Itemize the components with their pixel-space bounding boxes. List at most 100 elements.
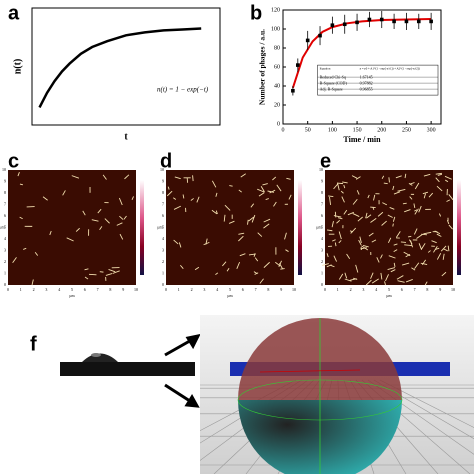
phage bbox=[112, 270, 120, 274]
x-tick-label: 10 bbox=[451, 287, 455, 292]
phage bbox=[19, 216, 23, 220]
y-tick-label: 3 bbox=[4, 247, 6, 252]
point bbox=[355, 20, 359, 25]
phage bbox=[116, 222, 123, 226]
phage bbox=[373, 194, 376, 201]
colorbar bbox=[140, 180, 144, 275]
phage bbox=[341, 196, 345, 203]
phage bbox=[263, 261, 270, 268]
x-tick-label: 0 bbox=[324, 287, 326, 292]
phage bbox=[97, 208, 102, 214]
y-axis-unit: μm bbox=[157, 224, 163, 229]
phage bbox=[365, 212, 368, 219]
panel-label: b bbox=[250, 2, 262, 24]
x-tick-label: 0 bbox=[282, 127, 285, 133]
y-axis-unit: μm bbox=[316, 224, 322, 229]
phage bbox=[421, 259, 427, 266]
phage bbox=[387, 237, 392, 244]
x-tick-label: 3 bbox=[203, 287, 205, 292]
phage bbox=[105, 273, 113, 276]
x-tick-label: 100 bbox=[328, 127, 337, 133]
table-cell: Equation bbox=[320, 66, 331, 70]
phage bbox=[392, 185, 395, 191]
y-tick-label: 2 bbox=[321, 259, 323, 264]
y-tick-label: 10 bbox=[319, 167, 323, 172]
phage bbox=[118, 197, 123, 206]
phage bbox=[393, 243, 398, 246]
phage bbox=[12, 257, 17, 263]
phage bbox=[91, 219, 99, 222]
x-tick-label: 9 bbox=[122, 287, 124, 292]
phage bbox=[328, 195, 334, 198]
y-tick-label: 4 bbox=[162, 236, 164, 241]
phage bbox=[446, 199, 451, 202]
phage bbox=[269, 189, 276, 194]
panel-label: e bbox=[320, 150, 331, 172]
phage bbox=[239, 253, 246, 257]
phage bbox=[441, 271, 447, 277]
phage bbox=[215, 192, 218, 197]
phage bbox=[240, 173, 246, 178]
x-tick-label: 5 bbox=[388, 287, 390, 292]
point bbox=[342, 22, 347, 27]
phage bbox=[257, 188, 265, 193]
x-tick-label: 0 bbox=[165, 287, 167, 292]
y-tick-label: 9 bbox=[4, 178, 6, 183]
phage bbox=[251, 214, 256, 223]
phage bbox=[444, 175, 452, 180]
y-tick-label: 6 bbox=[321, 213, 323, 218]
colorbar bbox=[298, 180, 302, 275]
x-tick-label: 8 bbox=[267, 287, 269, 292]
x-tick-label: 7 bbox=[97, 287, 99, 292]
phage bbox=[438, 213, 442, 217]
phage bbox=[334, 242, 337, 247]
point bbox=[429, 19, 433, 24]
x-tick-label: 6 bbox=[242, 287, 244, 292]
phage bbox=[194, 266, 200, 271]
x-tick-label: 50 bbox=[305, 127, 311, 133]
phage bbox=[380, 272, 383, 280]
x-axis-unit: μm bbox=[69, 293, 75, 298]
phage bbox=[393, 191, 401, 195]
phage bbox=[381, 175, 385, 179]
phage bbox=[436, 233, 442, 237]
floor-line bbox=[379, 379, 474, 428]
x-tick-label: 10 bbox=[292, 287, 296, 292]
phage bbox=[381, 220, 387, 226]
phage bbox=[108, 268, 116, 273]
phage bbox=[66, 237, 74, 242]
phage bbox=[408, 239, 413, 245]
phage bbox=[192, 175, 194, 182]
phage bbox=[263, 223, 270, 229]
phage bbox=[173, 239, 179, 245]
phage bbox=[368, 232, 374, 237]
phage bbox=[352, 213, 360, 217]
phage bbox=[434, 230, 441, 235]
phage bbox=[332, 239, 336, 242]
phage bbox=[405, 279, 413, 283]
phage bbox=[413, 203, 416, 209]
phage bbox=[211, 209, 218, 215]
phage bbox=[215, 272, 219, 275]
x-tick-label: 3 bbox=[362, 287, 364, 292]
x-tick-label: 150 bbox=[353, 127, 362, 133]
phage bbox=[211, 180, 217, 188]
phage bbox=[286, 177, 291, 180]
phage bbox=[248, 216, 254, 222]
x-axis-unit: μm bbox=[386, 293, 392, 298]
phage bbox=[404, 173, 407, 179]
phage bbox=[431, 240, 437, 244]
phage bbox=[404, 209, 411, 213]
annotation: n(t) = 1 − exp(−t) bbox=[157, 86, 209, 94]
phage bbox=[413, 228, 418, 235]
phage bbox=[166, 190, 173, 197]
point bbox=[379, 17, 384, 22]
phage bbox=[367, 194, 370, 199]
phage bbox=[265, 198, 269, 200]
phage bbox=[222, 261, 227, 267]
phage bbox=[442, 253, 445, 260]
phage bbox=[365, 279, 372, 286]
phage bbox=[196, 196, 200, 203]
phage bbox=[285, 249, 289, 252]
phage bbox=[215, 210, 218, 215]
